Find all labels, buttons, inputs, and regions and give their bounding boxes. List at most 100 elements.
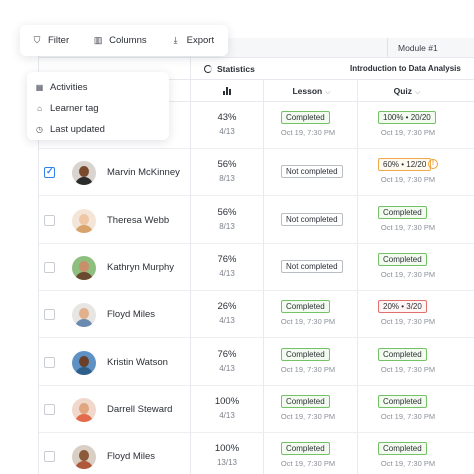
menu-item-label: Learner tag (50, 103, 99, 114)
lesson-status-badge[interactable]: Completed (281, 442, 330, 456)
menu-item-last-updated[interactable]: ◷ Last updated (27, 119, 169, 140)
quiz-status-badge[interactable]: Completed (378, 205, 427, 219)
stats-column-header[interactable] (204, 80, 250, 102)
progress-fraction: 13/13 (216, 458, 238, 468)
columns-dropdown-menu: ▦ Activities ⌂ Learner tag ◷ Last update… (27, 72, 169, 140)
table-row[interactable]: Floyd Miles 100% 13/13 Completed Oct 19, 7:3… (39, 433, 474, 474)
export-button[interactable]: ⤓ Export (171, 35, 214, 46)
menu-item-label: Activities (50, 82, 88, 93)
avatar (72, 397, 96, 422)
tag-icon: ⌂ (37, 104, 42, 113)
progress-fraction: 8/13 (219, 174, 235, 184)
quiz-status-badge[interactable]: Completed (378, 394, 427, 408)
learner-name[interactable]: Theresa Webb (107, 214, 170, 226)
clock-icon: ◷ (36, 125, 43, 134)
quiz-date: Oct 19, 7:30 PM (380, 128, 436, 137)
row-checkbox[interactable] (44, 214, 55, 226)
lesson-status-badge[interactable]: Completed (281, 347, 330, 361)
quiz-date: Oct 19, 7:30 PM (380, 364, 436, 374)
quiz-status-badge[interactable]: Completed (378, 442, 427, 456)
table-row[interactable]: Darrell Steward 100% 4/13 Completed Oct 19, … (39, 386, 474, 433)
avatar (72, 208, 96, 233)
quiz-status-badge[interactable]: 20% • 3/20 (378, 300, 427, 314)
table-row[interactable]: Floyd Miles 26% 4/13 Completed Oct 19, 7:30 … (39, 291, 474, 339)
learner-name[interactable]: Floyd Miles (107, 451, 156, 463)
progress-fraction: 4/13 (219, 410, 235, 420)
progress-percent: 100% (214, 395, 240, 407)
lesson-status-badge[interactable]: Completed (281, 111, 330, 124)
row-checkbox[interactable] (44, 261, 55, 273)
lesson-date: Oct 19, 7:30 PM (280, 459, 336, 469)
column-divider (190, 58, 191, 474)
lesson-date: Oct 19, 7:30 PM (280, 128, 336, 137)
row-checkbox[interactable] (44, 451, 55, 463)
learner-name[interactable]: Marvin McKinney (107, 167, 180, 179)
columns-label: Columns (109, 35, 147, 46)
progress-fraction: 4/13 (219, 268, 235, 278)
module-label[interactable]: Module #1 (387, 38, 474, 58)
row-checkbox[interactable] (44, 166, 55, 179)
lesson-status-badge[interactable]: Not completed (281, 212, 343, 226)
statistics-header-label: Statistics (217, 64, 255, 74)
chevron-down-icon: ⌵ (415, 89, 421, 96)
lesson-column-header[interactable]: Lesson ⌵ (264, 80, 359, 102)
table-row[interactable]: Theresa Webb 56% 8/13 Not completed Complete… (39, 197, 474, 244)
learner-name[interactable]: Darrell Steward (107, 403, 173, 415)
progress-percent: 56% (217, 159, 237, 171)
row-checkbox[interactable] (44, 309, 55, 321)
course-header: Introduction to Data Analysis (350, 64, 461, 73)
quiz-date: Oct 19, 7:30 PM (380, 317, 436, 327)
lesson-date: Oct 19, 7:30 PM (280, 317, 336, 327)
quiz-column-header[interactable]: Quiz ⌵ (359, 80, 455, 102)
learner-name[interactable]: Kristin Watson (107, 356, 168, 368)
progress-percent: 76% (217, 253, 237, 265)
quiz-date: Oct 19, 7:30 PM (380, 411, 436, 421)
column-divider (263, 80, 264, 474)
calendar-icon: ▦ (35, 83, 44, 92)
table-row[interactable]: Kristin Watson 76% 4/13 Completed Oct 19, 7:… (39, 339, 474, 386)
filter-icon: ⛉ (33, 35, 41, 45)
quiz-date: Oct 19, 7:30 PM (380, 222, 436, 232)
progress-fraction: 4/13 (219, 316, 235, 326)
chevron-down-icon: ⌵ (325, 89, 331, 96)
learner-name[interactable]: Floyd Miles (107, 309, 156, 321)
row-checkbox[interactable] (44, 356, 55, 368)
filter-label: Filter (48, 35, 70, 46)
group-header-row: Statistics Introduction to Data Analysis (39, 58, 474, 80)
menu-item-learner-tag[interactable]: ⌂ Learner tag (27, 98, 169, 119)
quiz-date: Oct 19, 7:30 PM (380, 459, 436, 469)
quiz-status-badge[interactable]: 100% • 20/20 (378, 111, 436, 124)
progress-percent: 56% (217, 206, 237, 218)
avatar (72, 255, 96, 280)
table-row[interactable]: Kathryn Murphy 76% 4/13 Not completed Comple… (39, 244, 474, 291)
columns-button[interactable]: ▥ Columns (93, 35, 147, 46)
quiz-status-badge[interactable]: Completed (378, 347, 427, 361)
lesson-status-badge[interactable]: Completed (281, 394, 330, 408)
quiz-status-badge[interactable]: Completed (378, 252, 427, 266)
row-checkbox[interactable] (44, 403, 55, 415)
progress-fraction: 8/13 (219, 221, 235, 231)
table-row[interactable]: Marvin McKinney 56% 8/13 Not completed 60% •… (39, 149, 474, 197)
warning-icon[interactable]: ! (428, 159, 438, 170)
progress-percent: 76% (217, 348, 237, 360)
lesson-date: Oct 19, 7:30 PM (280, 411, 336, 421)
lesson-status-badge[interactable]: Not completed (281, 165, 343, 179)
quiz-date: Oct 19, 7:30 PM (380, 269, 436, 279)
learner-name[interactable]: Kathryn Murphy (107, 261, 175, 273)
table-toolbar: ⛉ Filter ▥ Columns ⤓ Export (20, 25, 228, 56)
menu-item-label: Last updated (50, 124, 105, 135)
lesson-date: Oct 19, 7:30 PM (280, 364, 336, 374)
lesson-status-badge[interactable]: Completed (281, 300, 330, 314)
avatar (72, 303, 96, 328)
menu-item-activities[interactable]: ▦ Activities (27, 77, 169, 98)
lesson-status-badge[interactable]: Not completed (281, 259, 343, 273)
filter-button[interactable]: ⛉ Filter (32, 35, 70, 46)
progress-ring-icon (204, 65, 212, 73)
statistics-header[interactable]: Statistics (204, 58, 255, 80)
learner-table: Module #1 Statistics Introduction to Dat… (38, 38, 474, 474)
bar-chart-icon (222, 87, 232, 95)
table-row[interactable]: 43% 4/13 Completed Oct 19, 7:30 PM 100% • 20… (39, 102, 474, 149)
avatar (72, 161, 96, 186)
progress-percent: 43% (217, 112, 237, 123)
quiz-status-badge[interactable]: 60% • 12/20 (378, 158, 432, 172)
